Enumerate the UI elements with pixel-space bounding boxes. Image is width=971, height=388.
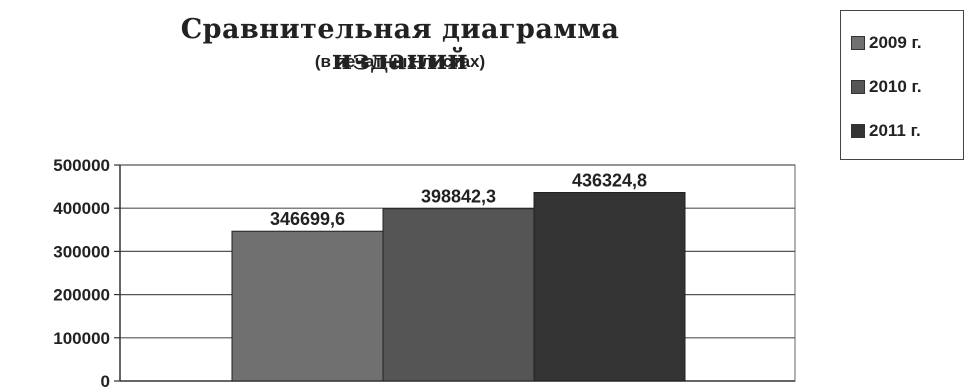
legend-swatch-2010	[851, 80, 865, 94]
y-tick-label-100000: 100000	[53, 329, 110, 348]
legend-item-2009: 2009 г.	[851, 31, 922, 55]
data-label-2009: 346699,6	[270, 209, 345, 229]
y-tick-label-300000: 300000	[53, 242, 110, 261]
legend-label-2010: 2010 г.	[869, 77, 922, 96]
bar-2010	[382, 208, 535, 382]
chart-title: Сравнительная диаграмма изданий	[180, 14, 620, 76]
chart-subtitle: (в печатных листах)	[314, 52, 486, 71]
legend-label-2009: 2009 г.	[869, 33, 922, 52]
data-label-2011: 436324,8	[572, 171, 647, 191]
y-tick-label-200000: 200000	[53, 286, 110, 305]
data-label-2010: 398842,3	[421, 187, 496, 207]
legend-item-2010: 2010 г.	[851, 75, 922, 99]
legend-swatch-2009	[851, 36, 865, 50]
y-tick-label-0: 0	[101, 372, 110, 388]
legend-swatch-2011	[851, 124, 865, 138]
bar-2011	[533, 192, 686, 382]
legend-label-2011: 2011 г.	[869, 121, 921, 140]
y-tick-label-400000: 400000	[53, 199, 110, 218]
bar-2009	[231, 230, 384, 382]
y-tick-label-500000: 500000	[53, 156, 110, 175]
chart-legend: 2009 г. 2010 г. 2011 г.	[840, 10, 964, 160]
legend-item-2011: 2011 г.	[851, 119, 921, 143]
